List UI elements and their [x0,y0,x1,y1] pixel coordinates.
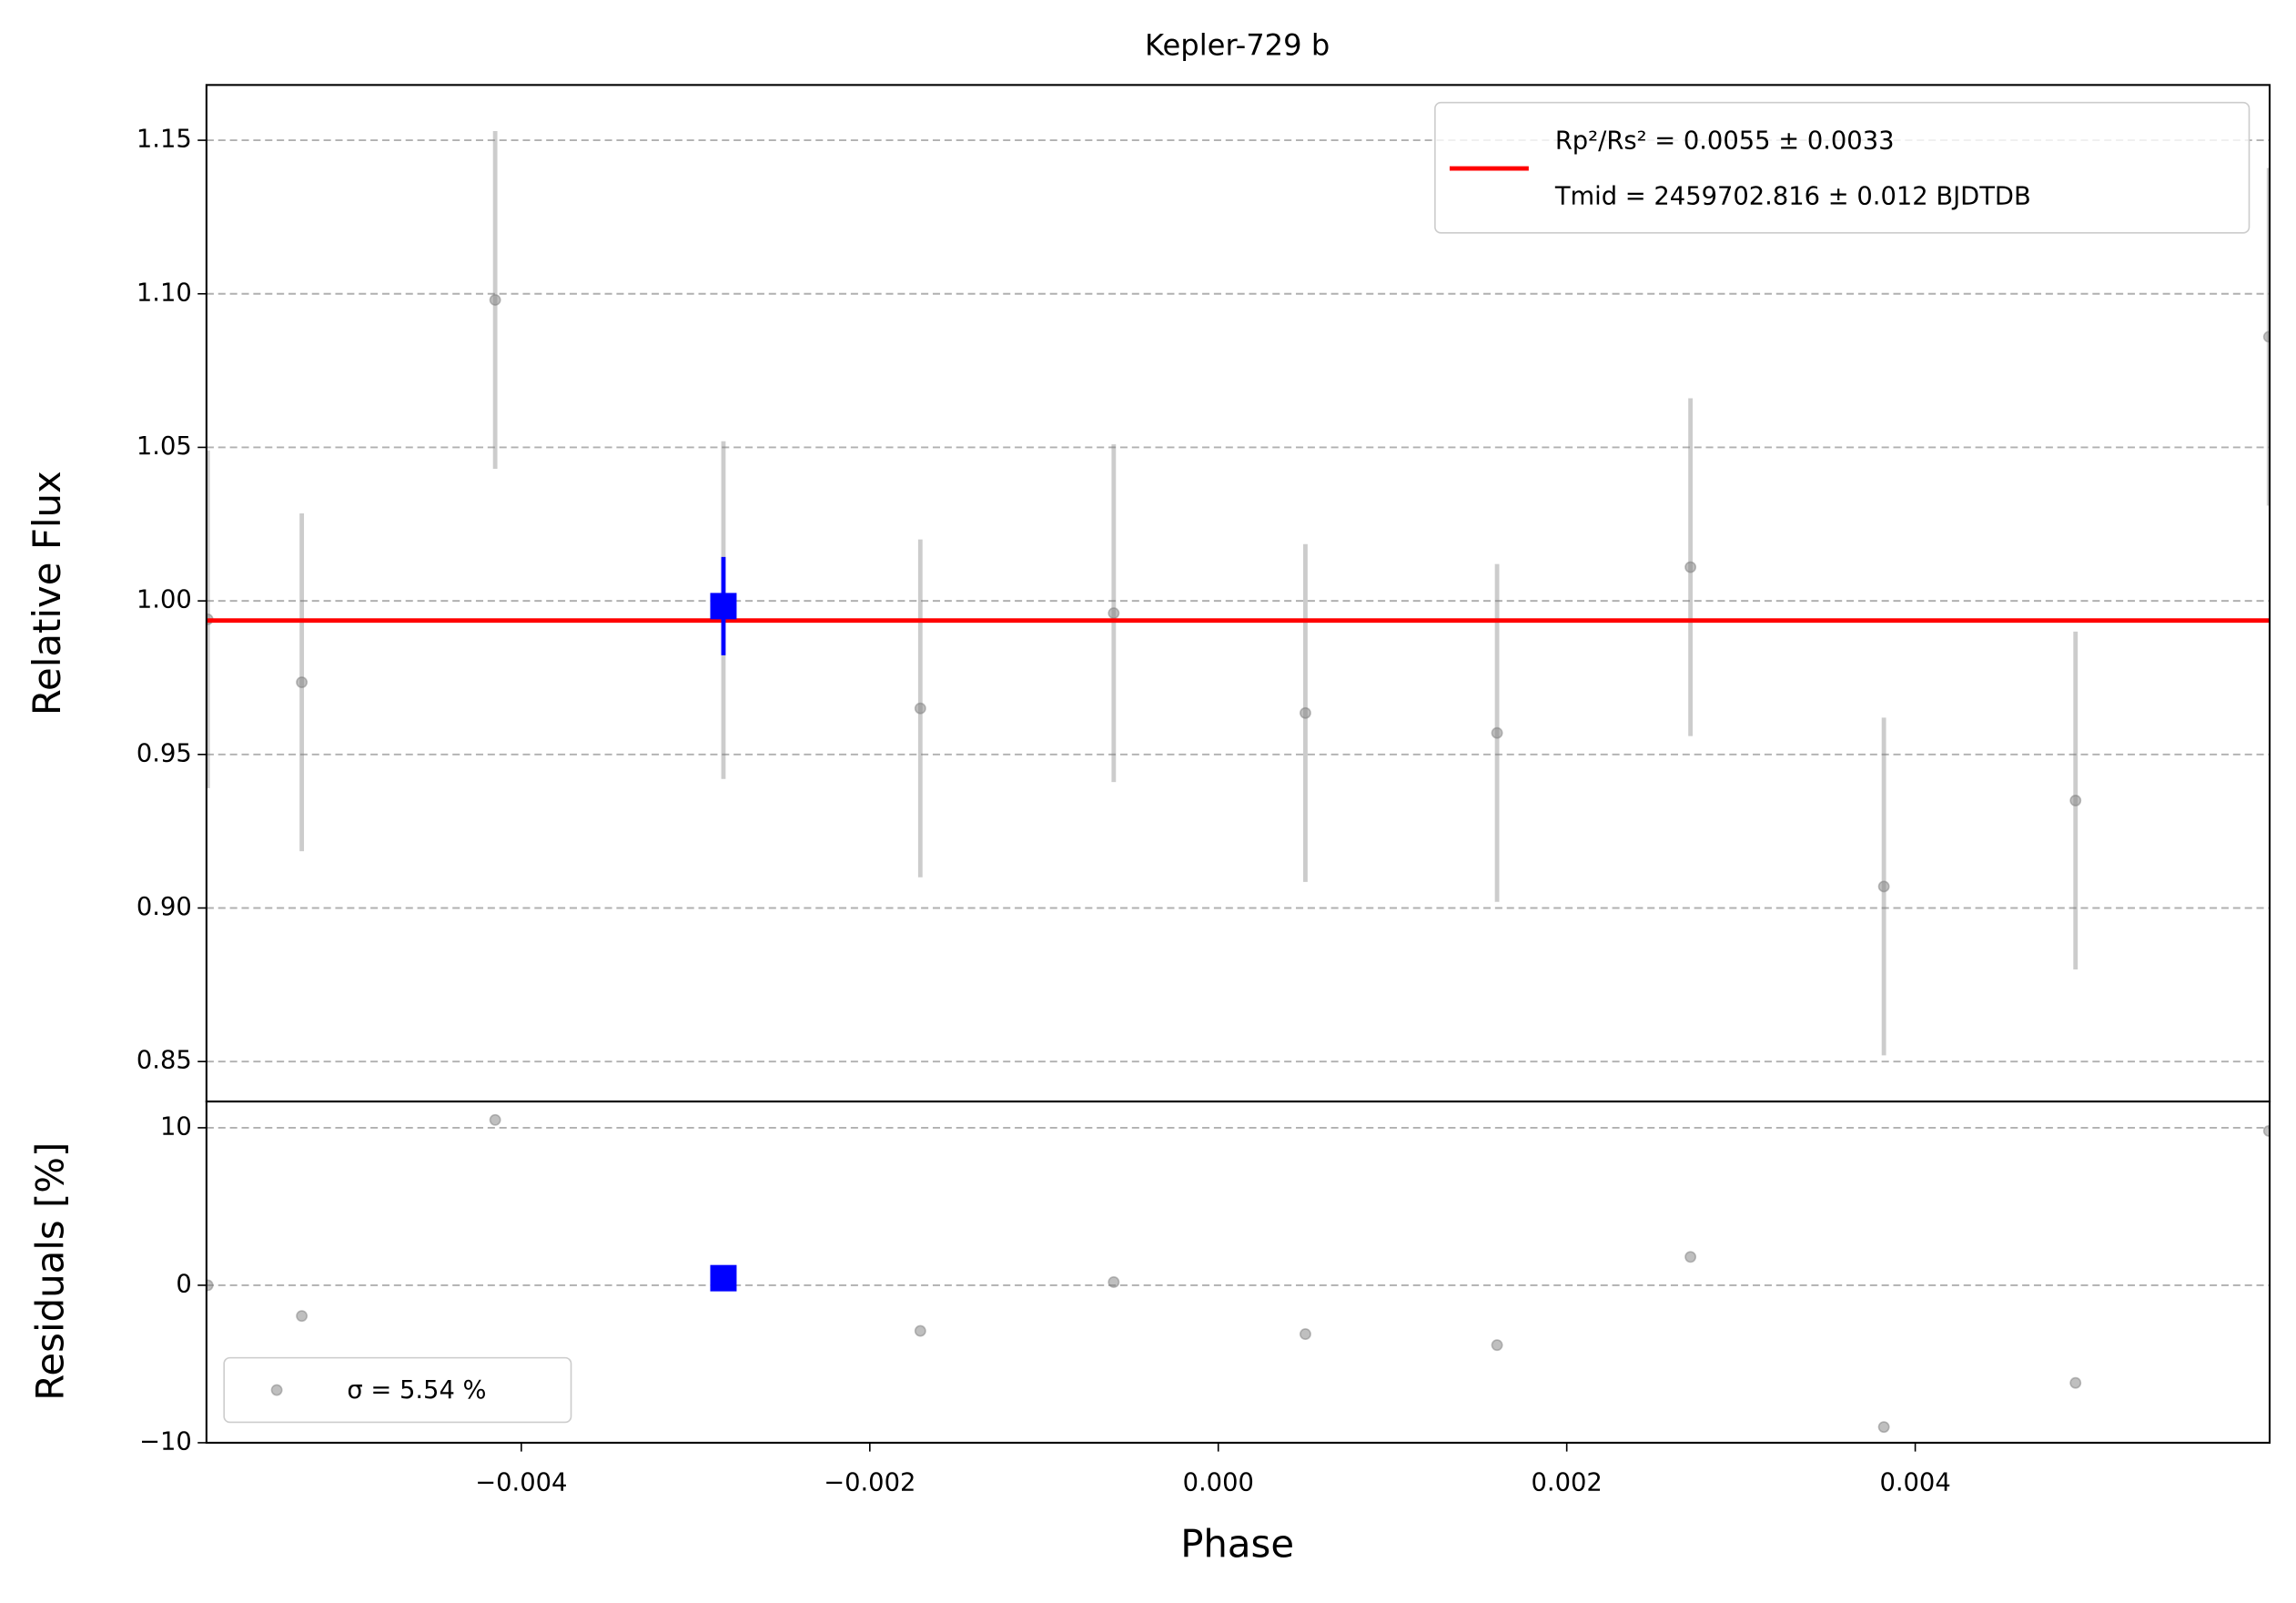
y-tick-label: 0.95 [137,739,192,767]
data-point [206,1279,214,1292]
axes-frame [205,1100,2271,1444]
y-tick-label: 1.00 [137,586,192,614]
legend-label: σ = 5.54 % [347,1376,486,1405]
x-tick-label: 0.000 [1183,1468,1254,1496]
binned-point [710,1264,737,1292]
data-point [1108,607,1120,620]
data-point [1491,726,1503,739]
y-axis-label: Relative Flux [25,471,69,715]
legend-label: Rp²/Rs² = 0.0055 ± 0.0033 [1555,127,1895,156]
x-tick-label: 0.004 [1879,1468,1950,1496]
axes: 0.85 0.90 0.95 1.00 1.05 1.10 1.15 Rp²/Rs² = 0.… [137,84,2271,1496]
data-point [1684,561,1697,573]
legend-label: Tmid = 2459702.816 ± 0.012 BJDTDB [1554,183,2031,211]
x-axis-label: Phase [1180,1522,1294,1567]
x-tick-label: 0.002 [1532,1468,1603,1496]
y-tick-label: 0.85 [137,1047,192,1075]
data-point [1877,1421,1890,1434]
data-point [489,294,501,306]
data-point [1300,1328,1311,1341]
y-tick-label: 0 [176,1270,191,1298]
axes-frame [205,84,2271,1103]
data-point [296,676,308,688]
legend-box [1434,101,2250,234]
data-point [914,702,926,715]
y-tick-label: 1.05 [137,432,192,461]
chart-title: Kepler-729 b [1145,28,1330,63]
data-point [489,1113,501,1126]
y-axis-label: Residuals [%] [27,1142,72,1401]
x-tick-label: −0.004 [475,1468,567,1496]
y-tick-label: 10 [160,1112,192,1141]
legend-swatch [270,1384,283,1396]
data-point [1684,1251,1697,1263]
data-point [2069,1376,2082,1389]
data-point [1877,880,1890,893]
data-point [1108,1276,1120,1288]
binned-point [710,593,737,620]
data-point [1491,1339,1503,1352]
y-tick-label: 1.10 [137,279,192,307]
data-point [2069,794,2082,807]
x-tick-label: −0.002 [824,1468,915,1496]
data-point [1300,706,1311,719]
y-tick-label: 0.90 [137,893,192,921]
data-point [296,1310,308,1323]
y-tick-label: −10 [139,1427,192,1456]
data-point [914,1324,926,1337]
plot-area [206,130,2271,1063]
legend-box [223,1356,572,1424]
y-tick-label: 1.15 [137,126,192,154]
